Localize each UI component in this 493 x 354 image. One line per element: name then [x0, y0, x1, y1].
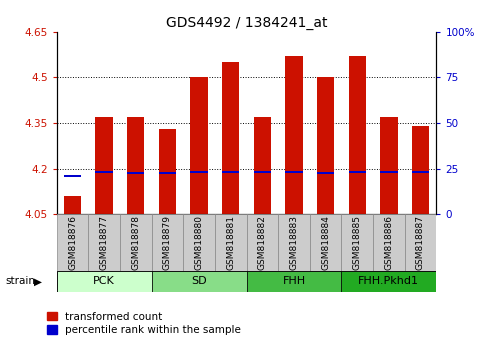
Bar	[285, 171, 303, 173]
Text: SD: SD	[191, 276, 207, 286]
Bar	[190, 78, 208, 214]
Bar	[412, 126, 429, 214]
Text: GSM818885: GSM818885	[352, 215, 362, 270]
Bar	[127, 172, 144, 174]
Bar	[127, 117, 144, 214]
Text: GSM818886: GSM818886	[385, 215, 393, 270]
Text: GSM818884: GSM818884	[321, 215, 330, 270]
Bar	[246, 214, 278, 271]
Bar	[253, 171, 271, 173]
Bar	[246, 271, 341, 292]
Bar	[152, 271, 246, 292]
Bar	[190, 171, 208, 173]
Text: PCK: PCK	[93, 276, 115, 286]
Bar	[152, 214, 183, 271]
Legend: transformed count, percentile rank within the sample: transformed count, percentile rank withi…	[45, 310, 244, 337]
Text: GDS4492 / 1384241_at: GDS4492 / 1384241_at	[166, 16, 327, 30]
Bar	[380, 171, 397, 173]
Text: GSM818880: GSM818880	[195, 215, 204, 270]
Text: GSM818883: GSM818883	[289, 215, 298, 270]
Bar	[120, 214, 152, 271]
Bar	[222, 171, 240, 173]
Bar	[222, 62, 240, 214]
Text: GSM818878: GSM818878	[131, 215, 141, 270]
Text: ▶: ▶	[34, 276, 41, 286]
Bar	[88, 214, 120, 271]
Text: FHH.Pkhd1: FHH.Pkhd1	[358, 276, 420, 286]
Bar	[341, 271, 436, 292]
Bar	[373, 214, 405, 271]
Text: GSM818879: GSM818879	[163, 215, 172, 270]
Bar	[349, 171, 366, 173]
Text: FHH: FHH	[282, 276, 306, 286]
Bar	[253, 117, 271, 214]
Bar	[317, 78, 334, 214]
Text: strain: strain	[5, 276, 35, 286]
Bar	[96, 117, 113, 214]
Text: GSM818881: GSM818881	[226, 215, 235, 270]
Bar	[215, 214, 246, 271]
Bar	[380, 117, 397, 214]
Bar	[57, 214, 88, 271]
Bar	[341, 214, 373, 271]
Bar	[159, 129, 176, 214]
Bar	[349, 56, 366, 214]
Bar	[412, 171, 429, 173]
Text: GSM818877: GSM818877	[100, 215, 108, 270]
Bar	[64, 196, 81, 214]
Bar	[310, 214, 341, 271]
Bar	[405, 214, 436, 271]
Bar	[57, 271, 152, 292]
Text: GSM818876: GSM818876	[68, 215, 77, 270]
Bar	[183, 214, 215, 271]
Bar	[64, 175, 81, 177]
Bar	[159, 172, 176, 174]
Bar	[278, 214, 310, 271]
Bar	[285, 56, 303, 214]
Text: GSM818887: GSM818887	[416, 215, 425, 270]
Bar	[317, 172, 334, 174]
Bar	[96, 171, 113, 173]
Text: GSM818882: GSM818882	[258, 215, 267, 270]
